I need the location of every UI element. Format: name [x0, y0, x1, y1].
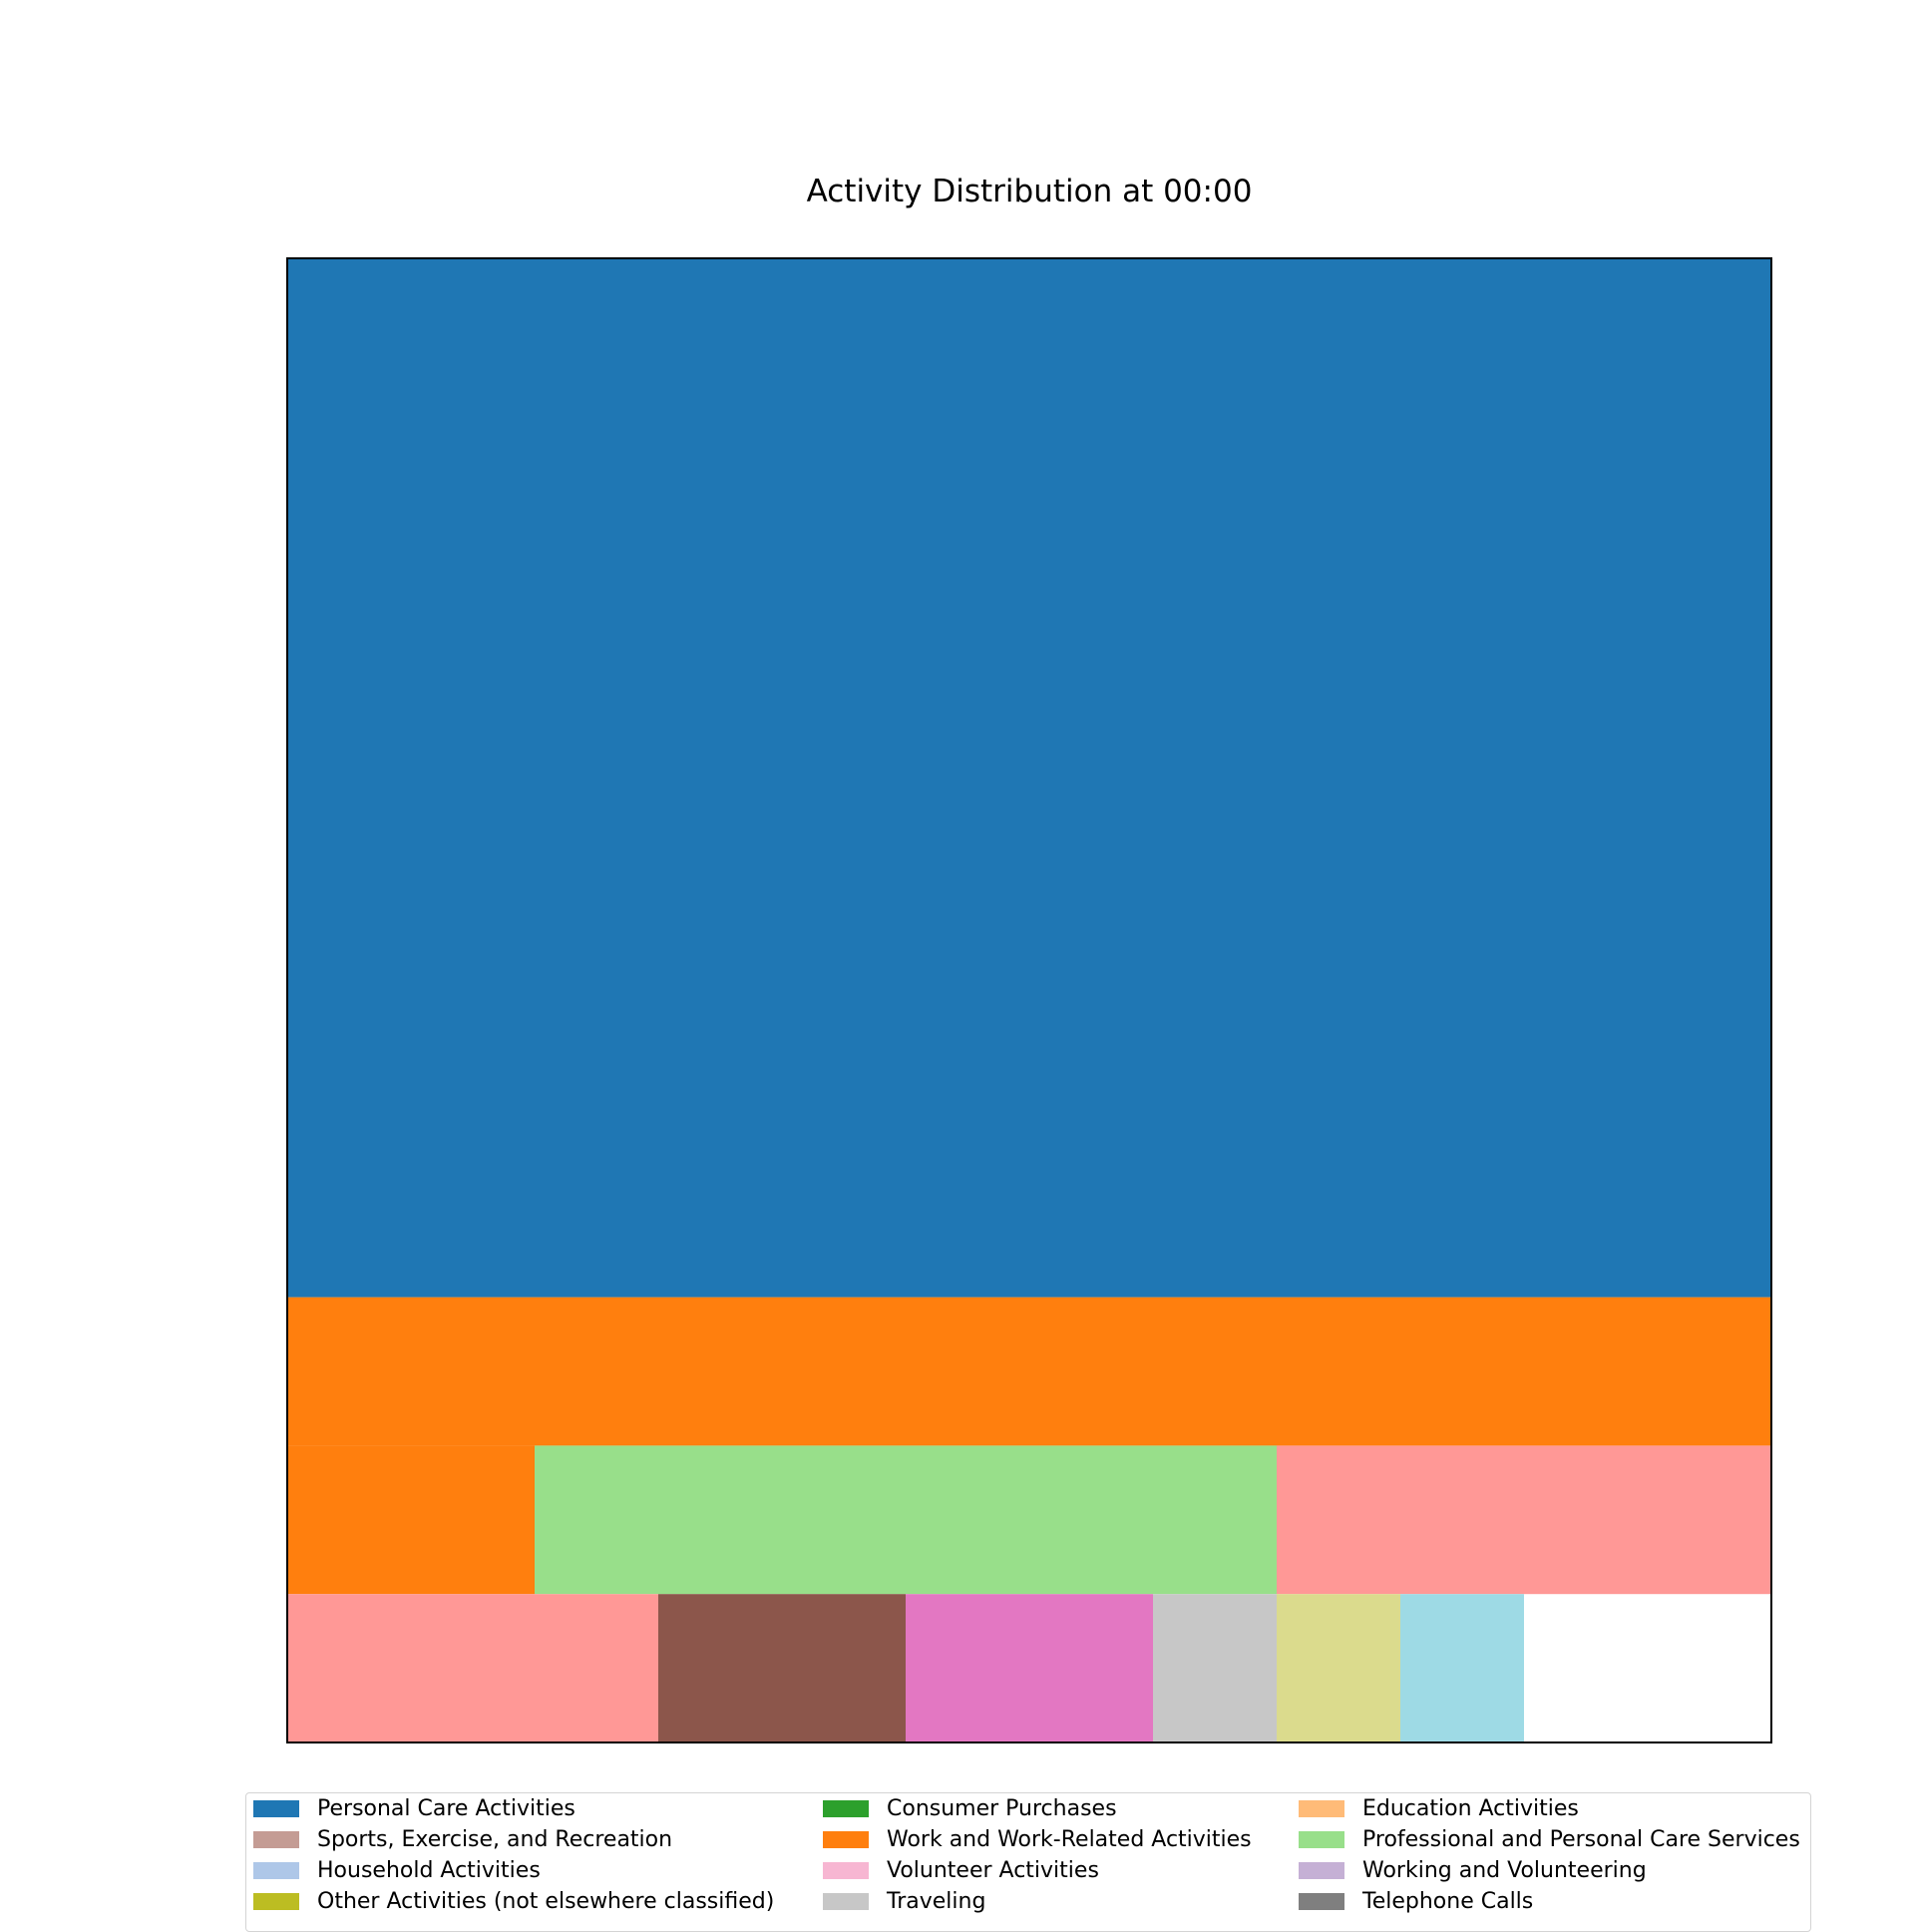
legend-item: Education Activities — [1299, 1793, 1579, 1824]
treemap-tile-4b — [287, 1594, 658, 1742]
treemap-tile-3 — [535, 1445, 1277, 1595]
legend-item: Sports, Exercise, and Recreation — [253, 1824, 672, 1855]
legend-label: Volunteer Activities — [887, 1858, 1099, 1883]
legend-label: Telephone Calls — [1362, 1889, 1534, 1914]
legend-swatch — [823, 1831, 869, 1848]
legend-item: Household Activities — [253, 1855, 541, 1886]
legend-swatch — [1299, 1862, 1344, 1879]
legend-label: Sports, Exercise, and Recreation — [317, 1827, 673, 1852]
legend-swatch — [1299, 1800, 1344, 1817]
treemap-tile-9 — [1400, 1594, 1524, 1742]
legend-label: Consumer Purchases — [887, 1796, 1117, 1821]
legend-label: Education Activities — [1362, 1796, 1579, 1821]
chart-title: Activity Distribution at 00:00 — [806, 174, 1253, 209]
legend-swatch — [1299, 1893, 1344, 1910]
treemap-tile-4 — [1277, 1445, 1771, 1595]
legend-swatch — [823, 1862, 869, 1879]
plot-frame — [286, 257, 1772, 1743]
legend-swatch — [253, 1893, 299, 1910]
legend-item: Personal Care Activities — [253, 1793, 575, 1824]
legend-swatch — [253, 1831, 299, 1848]
legend-item: Other Activities (not elsewhere classifi… — [253, 1886, 774, 1917]
legend-swatch — [823, 1893, 869, 1910]
legend-item: Professional and Personal Care Services — [1299, 1824, 1800, 1855]
legend-item: Working and Volunteering — [1299, 1855, 1647, 1886]
treemap-tile-7 — [1153, 1594, 1277, 1742]
legend-swatch — [823, 1800, 869, 1817]
legend-label: Household Activities — [317, 1858, 541, 1883]
treemap-tile-5 — [658, 1594, 906, 1742]
legend-swatch — [1299, 1831, 1344, 1848]
legend-label: Working and Volunteering — [1362, 1858, 1647, 1883]
legend: Personal Care Activities Consumer Purchas… — [245, 1792, 1811, 1932]
legend-label: Traveling — [887, 1889, 986, 1914]
legend-item: Consumer Purchases — [823, 1793, 1117, 1824]
legend-item: Traveling — [823, 1886, 985, 1917]
treemap-tile-8 — [1277, 1594, 1400, 1742]
legend-label: Other Activities (not elsewhere classifi… — [317, 1889, 775, 1914]
legend-item: Telephone Calls — [1299, 1886, 1533, 1917]
treemap-tile-2b — [287, 1445, 535, 1595]
legend-label: Personal Care Activities — [317, 1796, 575, 1821]
legend-item: Volunteer Activities — [823, 1855, 1099, 1886]
treemap-tile-1 — [287, 258, 1771, 1298]
treemap-tile-6 — [906, 1594, 1153, 1742]
legend-swatch — [253, 1800, 299, 1817]
legend-swatch — [253, 1862, 299, 1879]
legend-item: Work and Work-Related Activities — [823, 1824, 1252, 1855]
legend-label: Professional and Personal Care Services — [1362, 1827, 1800, 1852]
treemap-tile-2 — [287, 1297, 1771, 1446]
legend-label: Work and Work-Related Activities — [887, 1827, 1252, 1852]
